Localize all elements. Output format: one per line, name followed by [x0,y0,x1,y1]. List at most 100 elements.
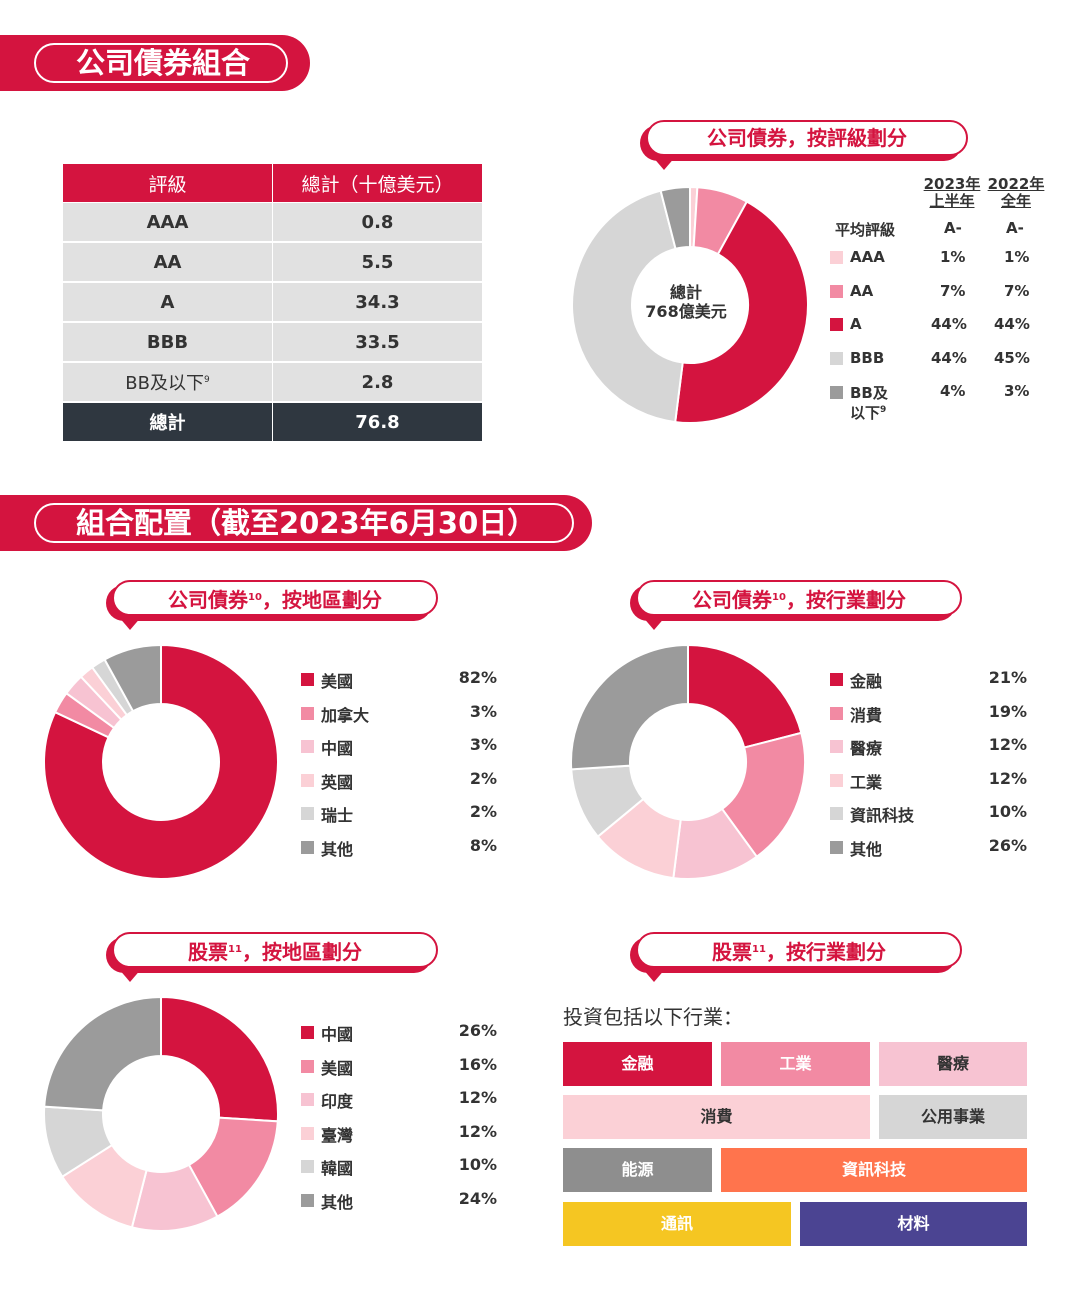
pill-tail-decoration [642,616,666,630]
rating-cell: AA [62,241,273,283]
legend-label-a: A [850,315,862,333]
title-suffix: ，按行業劃分 [785,588,906,612]
legend-label: 中國 [321,1025,354,1044]
legend-label: 其他 [321,1192,354,1212]
footnote-marker: 9 [880,405,887,415]
legend-value: 8% [469,835,497,855]
section-banner-portfolio: 公司債券組合 [0,35,310,91]
footnote-marker: 9 [203,375,210,385]
legend-item: 瑞士 2% [301,802,501,836]
legend-value: 21% [988,668,1027,687]
sector-block-it: 資訊科技 [721,1148,1027,1192]
legend-2023-a: 44% [931,315,967,333]
region-bonds-legend: 美國 82% 加拿大 3% 中國 3% 英國 2% 瑞士 2% 其他 8% [301,668,501,870]
col-header-2023-line2: 上半年 [929,192,975,210]
donut-slice-消費 [720,731,806,859]
region-equity-title: 股票11，按地區劃分 [112,932,438,968]
total-value-cell: 76.8 [272,401,483,443]
section-banner-allocation: 組合配置（截至2023年6月30日） [0,495,592,551]
footnote-marker: 11 [752,944,766,955]
avg-rating-2022: A- [1006,219,1024,237]
total-cell: 33.5 [272,321,483,363]
legend-value: 24% [458,1188,497,1208]
pill-tail-decoration [642,968,666,982]
legend-swatch [301,1059,314,1073]
table-row: BB及以下9 2.8 [62,361,483,403]
legend-2023-bbb: 44% [931,349,967,367]
legend-item: 其他 24% [301,1189,501,1223]
legend-swatch [830,840,843,854]
sector-block-industrial: 工業 [721,1042,870,1086]
sector-block-utilities: 公用事業 [879,1095,1027,1139]
legend-swatch [301,1160,314,1174]
legend-value: 2% [469,802,497,822]
legend-value: 26% [458,1021,497,1040]
legend-swatch [830,807,843,821]
table-row: BBB 33.5 [62,321,483,363]
rating-chart-title: 公司債券，按評級劃分 [646,120,968,156]
sector-block-telecom: 通訊 [563,1202,791,1246]
sector-block-materials: 材料 [800,1202,1027,1246]
legend-value: 3% [469,735,497,755]
total-cell: 34.3 [272,281,483,323]
sector-bonds-title: 公司債券10，按行業劃分 [636,580,962,616]
legend-value: 12% [458,1088,497,1108]
legend-label: 英國 [321,772,354,792]
legend-item: 美國 82% [301,668,501,702]
legend-swatch [301,1193,314,1207]
sector-equity-title: 股票11，按行業劃分 [636,932,962,968]
pill-tail-decoration [118,968,142,982]
donut-slice-美國 [43,643,279,880]
legend-label: 美國 [321,672,354,691]
legend-item: 消費 19% [830,702,1030,736]
sector-block-healthcare: 醫療 [879,1042,1027,1086]
legend-label: 美國 [321,1058,354,1078]
sector-bonds-legend: 金融 21% 消費 19% 醫療 12% 工業 12% 資訊科技 10% 其他 26% [830,668,1030,870]
sector-block-consumer: 消費 [563,1095,870,1139]
legend-label: 臺灣 [321,1125,354,1145]
legend-item: 英國 2% [301,769,501,803]
legend-label-bb-line1: BB及 [850,384,888,402]
legend-swatch [301,1093,314,1107]
legend-item: 韓國 10% [301,1155,501,1189]
legend-item: 工業 12% [830,769,1030,803]
pill-tail-decoration [118,616,142,630]
footnote-marker: 10 [772,592,786,603]
legend-item: 中國 26% [301,1021,501,1055]
legend-value: 12% [988,735,1027,755]
rating-donut-center: 總計 768億美元 [616,283,756,321]
legend-swatch-a [830,318,843,331]
legend-item: 資訊科技 10% [830,802,1030,836]
donut-slice-A [674,200,809,424]
region-equity-donut-chart [43,995,279,1232]
legend-swatch [301,740,314,754]
rating-table-header-total: 總計（十億美元） [272,163,483,203]
donut-slice-其他 [103,643,162,713]
legend-label: 消費 [850,705,883,725]
title-main: 股票 [712,940,753,964]
legend-swatch-bb [830,386,843,399]
legend-label-aa: AA [850,282,874,300]
donut-slice-其他 [43,995,162,1112]
legend-label: 其他 [321,839,354,859]
total-cell: 5.5 [272,241,483,283]
total-label-cell: 總計 [62,401,273,443]
legend-swatch [301,673,314,686]
legend-label-aaa: AAA [850,248,885,266]
region-bonds-title: 公司債券10，按地區劃分 [112,580,438,616]
donut-slice-BBB [571,189,684,424]
legend-swatch [830,773,843,787]
section-title-allocation: 組合配置（截至2023年6月30日） [34,503,575,543]
legend-value: 10% [458,1155,497,1175]
center-label-line2: 768億美元 [645,302,727,321]
legend-item: 其他 8% [301,836,501,870]
legend-value: 3% [469,701,497,721]
legend-2023-aa: 7% [940,282,966,300]
legend-2022-aaa: 1% [1004,248,1030,266]
footnote-marker: 11 [228,944,242,955]
col-header-2023-line1: 2023年 [923,175,981,193]
title-suffix: ，按行業劃分 [765,940,886,964]
legend-item: 臺灣 12% [301,1122,501,1156]
rating-cell: BBB [62,321,273,363]
legend-label: 加拿大 [321,705,370,725]
